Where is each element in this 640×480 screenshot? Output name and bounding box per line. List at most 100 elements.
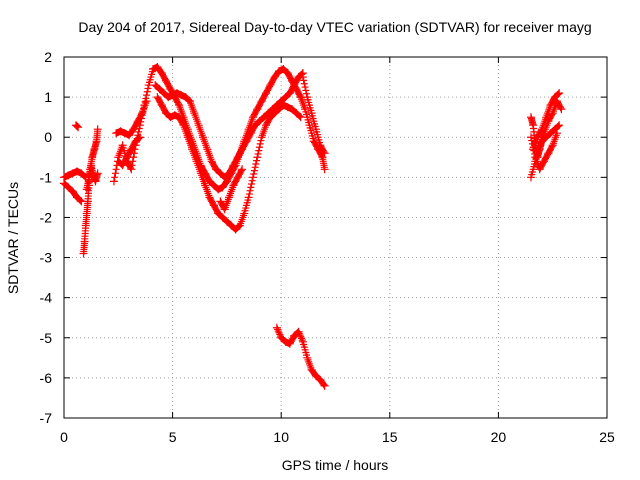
data-point-fill: [135, 134, 143, 142]
x-tick-label: 20: [491, 429, 507, 445]
data-point-fill: [81, 173, 89, 181]
data-point-fill: [296, 92, 304, 100]
data-point-fill: [251, 163, 259, 171]
x-tick-label: 0: [60, 429, 68, 445]
data-point: [127, 165, 136, 174]
series-arc-l: [216, 165, 247, 214]
x-tick-label: 15: [382, 429, 398, 445]
data-point: [194, 121, 203, 130]
data-point: [244, 193, 253, 202]
data-point-fill: [257, 137, 265, 145]
data-point: [138, 109, 147, 118]
data-point: [272, 323, 281, 332]
series-arc-k: [151, 69, 307, 182]
data-point-fill: [295, 329, 303, 337]
data-point-fill: [130, 153, 138, 161]
data-point: [298, 73, 307, 82]
data-point-fill: [300, 76, 308, 84]
data-point-fill: [320, 381, 328, 389]
data-point-fill: [80, 172, 88, 180]
data-point-fill: [303, 90, 311, 98]
data-point: [548, 141, 557, 150]
data-point: [320, 149, 329, 158]
data-point: [555, 121, 564, 130]
series-arc-c: [71, 121, 83, 132]
data-point-fill: [300, 80, 308, 88]
data-point-fill: [554, 122, 562, 130]
data-point: [93, 125, 102, 134]
data-point: [248, 173, 257, 182]
data-point-fill: [275, 329, 283, 337]
data-point-fill: [111, 169, 119, 177]
data-point: [238, 165, 247, 174]
data-point: [136, 133, 145, 142]
data-point-fill: [77, 197, 85, 205]
series-arc-h: [114, 133, 145, 170]
data-point-fill: [557, 104, 565, 112]
x-tick-label: 5: [169, 429, 177, 445]
data-point: [201, 181, 210, 190]
x-tick-label: 10: [273, 429, 289, 445]
grid-lines: [64, 57, 607, 418]
data-point-fill: [135, 128, 143, 136]
data-point-fill: [255, 147, 263, 155]
y-tick-label: -3: [40, 250, 53, 266]
data-point-fill: [528, 137, 536, 145]
data-point-fill: [297, 334, 305, 342]
plot-frame: [63, 56, 608, 419]
data-point-fill: [128, 161, 136, 169]
data-point-fill: [256, 140, 264, 148]
data-point: [196, 169, 205, 178]
series-arc-s: [526, 129, 562, 174]
data-point-fill: [135, 135, 143, 143]
data-point-fill: [531, 150, 539, 158]
data-point-fill: [248, 177, 256, 185]
data-point-fill: [135, 125, 143, 133]
data-point: [185, 97, 194, 106]
y-tick-label: 1: [44, 89, 52, 105]
data-point: [183, 133, 192, 142]
data-point-fill: [174, 100, 182, 108]
data-point-fill: [302, 86, 310, 94]
series-arc-b: [60, 179, 86, 206]
data-point: [555, 89, 564, 98]
y-tick-label: -5: [40, 330, 53, 346]
data-point: [257, 133, 266, 142]
data-point: [537, 125, 546, 134]
y-axis-label: SDTVAR / TECUs: [5, 182, 21, 294]
series-arc-j: [153, 93, 305, 234]
x-tick-labels: 0 5 10 15 20 25: [60, 429, 615, 445]
data-point-fill: [250, 167, 258, 175]
y-tick-label: -4: [40, 290, 53, 306]
data-point-fill: [554, 90, 562, 98]
data-point-fill: [248, 180, 256, 188]
data-point-fill: [245, 190, 253, 198]
data-point-fill: [247, 183, 255, 191]
data-point: [142, 97, 151, 106]
y-tick-label: -7: [40, 410, 53, 426]
data-point-fill: [250, 170, 258, 178]
data-point: [203, 145, 212, 154]
data-point-fill: [144, 84, 152, 92]
data-point-fill: [179, 120, 187, 128]
data-point-fill: [528, 140, 536, 148]
series-arc-n: [298, 73, 329, 158]
x-tick-label: 25: [599, 429, 615, 445]
data-point-fill: [554, 123, 562, 131]
data-point-fill: [548, 110, 556, 118]
data-point: [320, 165, 329, 174]
data-points: [60, 63, 566, 390]
data-point: [179, 121, 188, 130]
axis-ticks: [63, 56, 608, 419]
y-tick-labels: -7 -6 -5 -4 -3 -2 -1 0 1 2: [40, 49, 53, 426]
data-point-fill: [254, 150, 262, 158]
data-point-fill: [554, 90, 562, 98]
data-point-fill: [301, 83, 309, 91]
data-point-fill: [237, 167, 245, 175]
data-point-fill: [76, 196, 84, 204]
data-point-fill: [529, 143, 537, 151]
data-point-fill: [255, 143, 263, 151]
data-point-fill: [548, 143, 556, 151]
data-point: [199, 133, 208, 142]
data-point: [526, 133, 535, 142]
